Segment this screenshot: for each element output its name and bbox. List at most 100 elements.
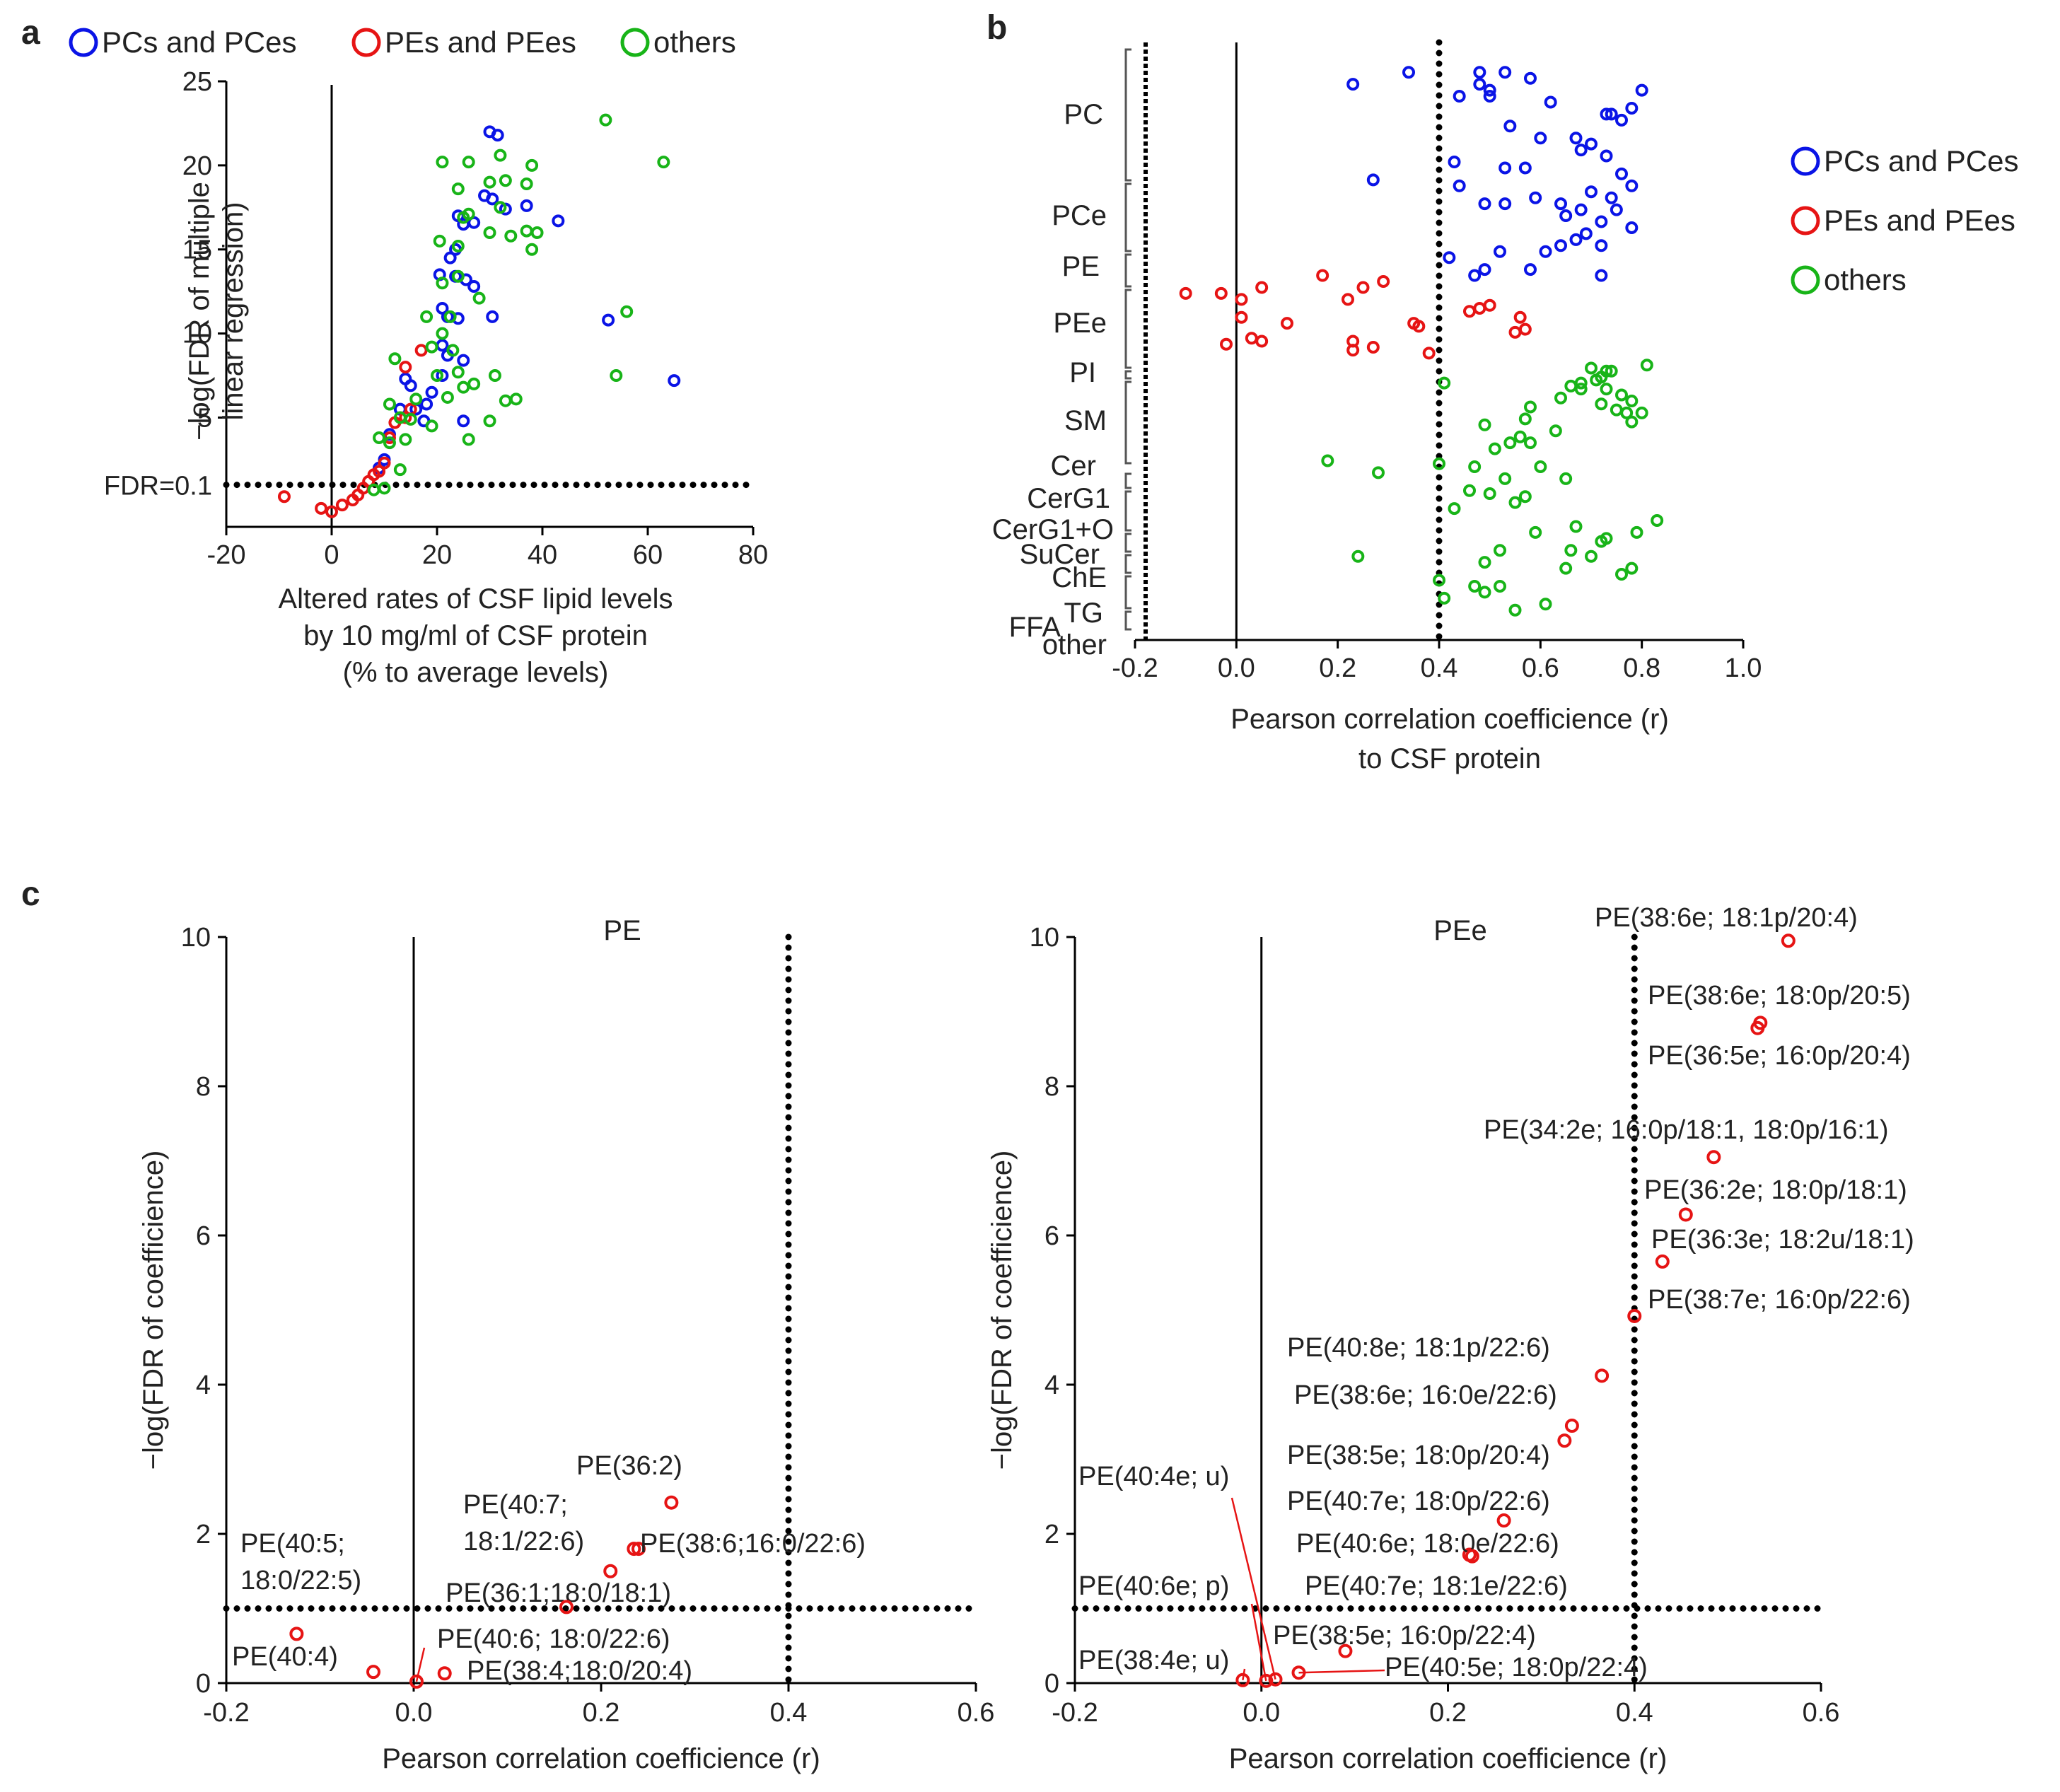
y-tick-label: 10 [182,320,212,349]
point-pc [1585,137,1598,151]
panel-c-right: -0.2 0.0 0.2 0.4 0.6 0 2 4 6 8 10 Pearson correlati… [987,903,1914,1774]
point-pe [1255,334,1269,348]
point-other [1534,460,1547,473]
point-pc [1574,144,1588,157]
y-tick-label: 10 [1030,923,1059,953]
point [366,1665,381,1680]
panel-c-left: -0.2 0.0 0.2 0.4 0.6 0 2 4 6 8 10 Pearson correlati… [138,915,994,1774]
point-pc [1579,227,1593,240]
point-other [1468,460,1482,473]
x-axis-label: Pearson correlation coefficience (r) [1230,704,1669,735]
point-pc [1443,251,1456,264]
point-other [1463,484,1476,497]
point-pc [1574,203,1588,216]
point-pc [1402,66,1415,79]
point-pc [1544,95,1557,109]
point-other [443,310,457,323]
point-pc [1468,269,1482,282]
point-other [1564,544,1578,557]
y-tick-label: 20 [182,151,212,181]
point-pc [420,397,433,411]
point-other [1438,376,1451,390]
point-other [1483,487,1496,500]
point-label: 18:0/22:5) [240,1566,361,1595]
point-pc [1478,263,1491,277]
point-other [1559,562,1573,575]
category-bracket [1124,533,1131,553]
point-label: PE(40:7; [463,1490,568,1520]
point-other [620,305,634,318]
point-other [1585,361,1598,375]
category-bracket [1124,575,1131,610]
point-other [1640,359,1653,372]
point-other [1508,496,1522,509]
point-other [1615,568,1628,581]
point-pc [457,354,470,367]
point-pc [1483,90,1496,103]
x-tick-label: -20 [207,540,246,570]
point-other [1524,400,1537,414]
point-other [1549,424,1562,438]
point-pe [1473,302,1486,315]
category-label: PCe [1052,200,1107,231]
point-label: PE(38:6;16:0/22:6) [640,1529,866,1559]
point [627,1542,641,1557]
point [1564,1419,1579,1433]
x-tick-label: 0.4 [1616,1698,1653,1728]
point-label: PE(40:7e; 18:0p/22:6) [1287,1486,1550,1516]
point-other [509,392,523,406]
point-other [1559,472,1573,485]
point-pc [399,372,412,385]
point-other [451,366,465,379]
point-label: PE(38:4;18:0/20:4) [467,1656,692,1686]
point-pc [1494,245,1506,258]
point-other [451,269,465,283]
point-pc [1524,71,1537,85]
panel-title: PE [603,915,641,946]
point-pc [520,199,533,212]
legend-marker [351,28,381,57]
category-bracket [1124,472,1131,489]
x-tick-label: 0.2 [1319,653,1356,683]
x-tick-label: 40 [528,540,557,570]
point-label: PE(36:2e; 18:0p/18:1) [1644,1175,1907,1205]
point [1706,1150,1721,1165]
point-other [433,234,446,248]
y-tick-label: 5 [197,403,212,433]
point-label: PE(38:7e; 16:0p/22:6) [1648,1285,1911,1315]
point-other [388,352,402,366]
point-other [599,113,612,127]
point-other [1524,436,1537,450]
point-pe [1377,275,1390,288]
panel-b-axes: -0.2 0.0 0.2 0.4 0.6 0.8 1.0 Pearson correlatio… [992,39,1762,774]
point-other [483,414,496,428]
category-label: PC [1064,99,1103,130]
point [409,1674,424,1689]
point-other [1448,502,1461,516]
category-bracket [1124,554,1131,574]
point-pc [1569,233,1583,246]
x-axis-label: Altered rates of CSF lipid levels [278,583,673,615]
x-tick-label: 1.0 [1725,653,1762,683]
category-label: Cer [1051,450,1096,482]
point-other [393,463,407,477]
category-label: SuCer [1020,539,1100,570]
point-pc [1524,263,1537,277]
point-other [1539,598,1552,611]
point-pc [1478,197,1491,211]
legend-label: PCs and PCes [102,25,296,59]
y-tick-label: 6 [196,1221,211,1251]
point-other [1494,544,1506,557]
point [603,1564,618,1578]
point [664,1495,679,1510]
point-other [1620,406,1634,419]
point-pc [1473,78,1486,91]
y-axis-label: −log(FDR of coefficience) [987,1151,1018,1470]
x-tick-label: 0.0 [395,1698,433,1728]
point-pe [1513,310,1527,324]
panel-c: c -0.2 0.0 0.2 0.4 0.6 0 2 4 6 8 10 Pearson correla… [21,875,1914,1774]
point-label: PE(36:5e; 16:0p/20:4) [1648,1041,1911,1071]
category-label: SM [1064,405,1107,436]
legend-label: PEs and PEes [1824,204,2015,237]
point-other [1494,579,1506,593]
